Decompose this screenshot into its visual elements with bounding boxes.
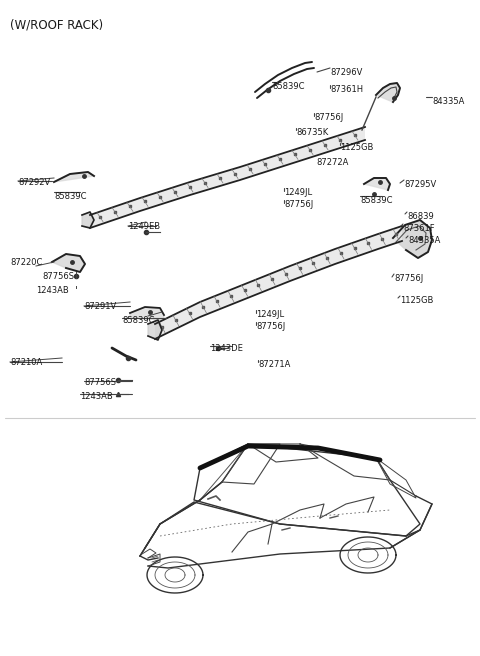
- Text: 87756S: 87756S: [42, 272, 74, 281]
- Text: 1243DE: 1243DE: [210, 344, 243, 353]
- Text: 1125GB: 1125GB: [340, 143, 373, 152]
- Polygon shape: [54, 172, 94, 182]
- Text: 85839C: 85839C: [360, 196, 393, 205]
- Text: 85839C: 85839C: [272, 82, 304, 91]
- Text: 87756S: 87756S: [84, 378, 116, 387]
- Text: 1249EB: 1249EB: [128, 222, 160, 231]
- Polygon shape: [393, 220, 432, 258]
- Polygon shape: [82, 212, 94, 228]
- Text: (W/ROOF RACK): (W/ROOF RACK): [10, 18, 103, 31]
- Text: 86735K: 86735K: [296, 128, 328, 137]
- Text: 84335A: 84335A: [408, 236, 440, 245]
- Text: 84335A: 84335A: [432, 97, 464, 106]
- Text: 87210A: 87210A: [10, 358, 42, 367]
- Text: 87756J: 87756J: [314, 113, 343, 122]
- Text: 87361F: 87361F: [403, 224, 434, 233]
- Text: 85839C: 85839C: [54, 192, 86, 201]
- Text: 87756J: 87756J: [284, 200, 313, 209]
- Text: 87756J: 87756J: [394, 274, 423, 283]
- Polygon shape: [376, 83, 400, 102]
- Text: 87291V: 87291V: [84, 302, 116, 311]
- Text: 87296V: 87296V: [330, 68, 362, 77]
- Polygon shape: [364, 178, 390, 190]
- Text: 1125GB: 1125GB: [400, 296, 433, 305]
- Polygon shape: [90, 127, 365, 228]
- Text: 87271A: 87271A: [258, 360, 290, 369]
- Text: 1249JL: 1249JL: [284, 188, 312, 197]
- Text: 1249JL: 1249JL: [256, 310, 284, 319]
- Text: 1243AB: 1243AB: [36, 286, 69, 295]
- Text: 87361H: 87361H: [330, 85, 363, 94]
- Text: 87292V: 87292V: [18, 178, 50, 187]
- Text: 87756J: 87756J: [256, 322, 285, 331]
- Polygon shape: [52, 254, 85, 272]
- Text: 87272A: 87272A: [316, 158, 348, 167]
- Polygon shape: [155, 226, 402, 339]
- Text: 87295V: 87295V: [404, 180, 436, 189]
- Text: 86839: 86839: [407, 212, 434, 221]
- Text: 87220C: 87220C: [10, 258, 42, 267]
- Text: 85839C: 85839C: [122, 316, 155, 325]
- Polygon shape: [130, 307, 164, 320]
- Polygon shape: [148, 320, 162, 340]
- Text: 1243AB: 1243AB: [80, 392, 113, 401]
